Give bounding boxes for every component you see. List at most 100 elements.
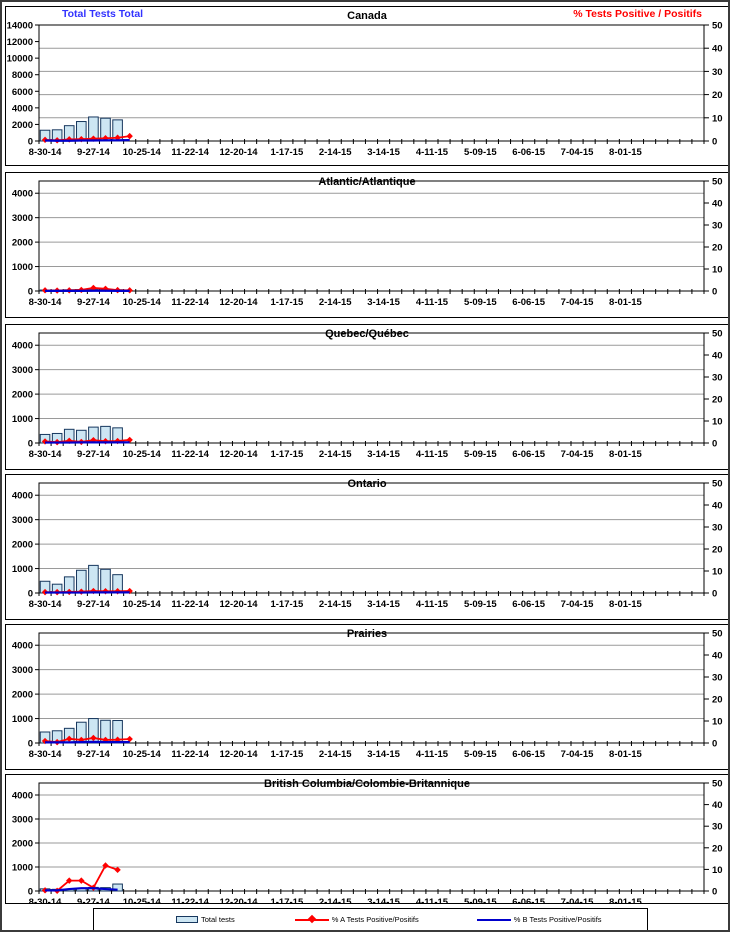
svg-text:6-06-15: 6-06-15 (512, 599, 545, 610)
left-axis: 0 1000 2000 3000 4000 (12, 641, 39, 750)
svg-text:9-27-14: 9-27-14 (77, 449, 110, 460)
right-axis: 0 10 20 30 40 50 (704, 21, 723, 148)
plot-border (38, 632, 705, 744)
chart-canvas-prairies: 0 1000 2000 3000 4000 0 10 20 30 40 50 8-30-14 9-27-… (12, 629, 723, 761)
plot-border (38, 24, 705, 142)
svg-text:7-04-15: 7-04-15 (561, 449, 594, 460)
svg-text:10-25-14: 10-25-14 (123, 599, 162, 610)
chart-canvas-atlantic: 0 1000 2000 3000 4000 0 10 20 30 40 50 8-30-14 9-27-… (12, 177, 723, 309)
legend: Total tests % A Tests Positive/Positifs … (93, 908, 648, 930)
svg-text:40: 40 (712, 800, 723, 811)
left-axis: 0 2000 4000 6000 8000 10000 12000 14000 (7, 21, 39, 148)
svg-text:4-11-15: 4-11-15 (416, 749, 449, 760)
svg-text:40: 40 (712, 351, 723, 362)
svg-text:0: 0 (28, 739, 33, 750)
svg-text:10-25-14: 10-25-14 (123, 749, 162, 760)
svg-text:6-06-15: 6-06-15 (512, 147, 545, 158)
svg-text:50: 50 (712, 629, 723, 640)
chart-panel-atlantic: Atlantic/Atlantique 0 1000 2000 3000 4000 0 10… (5, 172, 728, 318)
svg-text:11-22-14: 11-22-14 (171, 449, 209, 460)
svg-text:30: 30 (712, 673, 723, 684)
legend-label: % B Tests Positive/Positifs (513, 915, 602, 924)
chart-canvas-canada: 0 2000 4000 6000 8000 10000 12000 14000 0 10 20 30 4… (7, 21, 723, 159)
x-axis-ticks (38, 591, 705, 596)
gridlines (39, 47, 704, 119)
chart-panel-ontario: Ontario 0 1000 2000 3000 4000 0 10 20 30 40 50 8-30… (5, 474, 728, 620)
svg-text:9-27-14: 9-27-14 (77, 749, 110, 760)
gridlines (39, 794, 704, 868)
legend-item-pct-b: % B Tests Positive/Positifs (476, 915, 602, 924)
svg-text:4000: 4000 (12, 189, 33, 200)
svg-text:12-20-14: 12-20-14 (219, 449, 258, 460)
svg-text:0: 0 (28, 439, 33, 450)
svg-text:6-06-15: 6-06-15 (512, 297, 545, 308)
svg-text:30: 30 (712, 221, 723, 232)
svg-text:3-14-15: 3-14-15 (367, 897, 400, 903)
svg-text:6-06-15: 6-06-15 (512, 449, 545, 460)
svg-text:8-01-15: 8-01-15 (609, 147, 642, 158)
gridlines (39, 494, 704, 570)
svg-text:50: 50 (712, 329, 723, 340)
x-axis-labels: 8-30-14 9-27-14 10-25-14 11-22-14 12-20-14 1-… (29, 599, 643, 610)
left-axis: 0 1000 2000 3000 4000 (12, 791, 39, 898)
svg-text:30: 30 (712, 373, 723, 384)
svg-text:0: 0 (712, 287, 717, 298)
left-axis-title: Total Tests Total (62, 8, 144, 20)
svg-text:2000: 2000 (12, 690, 33, 701)
svg-text:1000: 1000 (12, 414, 33, 425)
legend-label: Total tests (201, 915, 235, 924)
svg-text:4-11-15: 4-11-15 (416, 599, 449, 610)
chart-canvas-british-columbia: 0 1000 2000 3000 4000 0 10 20 30 40 50 8-30-14 9-27-… (12, 779, 723, 904)
svg-text:10: 10 (712, 865, 723, 876)
svg-text:0: 0 (712, 137, 717, 148)
svg-text:0: 0 (712, 887, 717, 898)
svg-text:8-30-14: 8-30-14 (29, 599, 62, 610)
svg-text:8-01-15: 8-01-15 (609, 297, 642, 308)
svg-text:0: 0 (712, 589, 717, 600)
svg-text:7-04-15: 7-04-15 (561, 147, 594, 158)
x-axis-labels: 8-30-14 9-27-14 10-25-14 11-22-14 12-20-14 1-… (29, 449, 643, 460)
svg-text:0: 0 (712, 439, 717, 450)
red-line-diamond-icon (294, 914, 329, 924)
svg-text:1-17-15: 1-17-15 (270, 897, 303, 903)
svg-text:14000: 14000 (7, 21, 33, 32)
x-axis-labels: 8-30-14 9-27-14 10-25-14 11-22-14 12-20-14 1-… (29, 897, 643, 903)
svg-text:0: 0 (28, 589, 33, 600)
svg-text:2-14-15: 2-14-15 (319, 147, 352, 158)
x-axis-labels: 8-30-14 9-27-14 10-25-14 11-22-14 12-20-14 1-… (29, 147, 643, 158)
svg-text:12-20-14: 12-20-14 (219, 749, 258, 760)
svg-text:8-30-14: 8-30-14 (29, 749, 62, 760)
svg-text:8-01-15: 8-01-15 (609, 749, 642, 760)
svg-text:20: 20 (712, 545, 723, 556)
svg-text:2000: 2000 (12, 390, 33, 401)
svg-text:5-09-15: 5-09-15 (464, 599, 497, 610)
svg-text:5-09-15: 5-09-15 (464, 749, 497, 760)
svg-text:9-27-14: 9-27-14 (77, 897, 110, 903)
svg-text:50: 50 (712, 177, 723, 188)
svg-text:10-25-14: 10-25-14 (123, 297, 162, 308)
plot-border (38, 482, 705, 594)
chart-panel-quebec: Quebec/Québec 0 1000 2000 3000 4000 0 10 20 30 40… (5, 324, 728, 470)
svg-text:2-14-15: 2-14-15 (319, 449, 352, 460)
svg-text:11-22-14: 11-22-14 (171, 297, 209, 308)
svg-text:3-14-15: 3-14-15 (367, 147, 400, 158)
svg-text:10-25-14: 10-25-14 (123, 147, 162, 158)
svg-text:7-04-15: 7-04-15 (561, 897, 594, 903)
svg-text:40: 40 (712, 44, 723, 55)
svg-text:8-01-15: 8-01-15 (609, 897, 642, 903)
svg-text:9-27-14: 9-27-14 (77, 297, 110, 308)
svg-text:1-17-15: 1-17-15 (270, 599, 303, 610)
svg-text:20: 20 (712, 243, 723, 254)
svg-text:3000: 3000 (12, 815, 33, 826)
svg-text:20: 20 (712, 843, 723, 854)
x-axis-labels: 8-30-14 9-27-14 10-25-14 11-22-14 12-20-14 1-… (29, 297, 643, 308)
line-series-pct-b (45, 887, 118, 892)
svg-text:0: 0 (712, 739, 717, 750)
svg-text:1000: 1000 (12, 863, 33, 874)
svg-text:4-11-15: 4-11-15 (416, 449, 449, 460)
svg-text:6000: 6000 (12, 87, 33, 98)
svg-text:0: 0 (28, 137, 33, 148)
svg-text:8-30-14: 8-30-14 (29, 897, 62, 903)
left-axis: 0 1000 2000 3000 4000 (12, 189, 39, 298)
svg-text:3000: 3000 (12, 213, 33, 224)
